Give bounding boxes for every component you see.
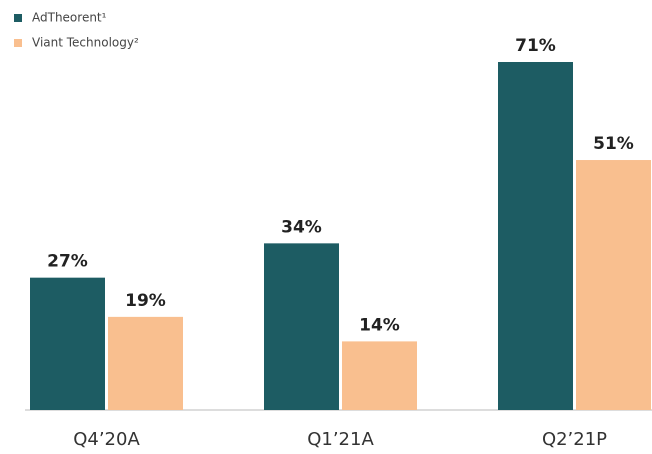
x-tick-label: Q4’20A bbox=[73, 429, 140, 450]
value-label: 14% bbox=[359, 315, 400, 335]
value-label: 27% bbox=[47, 252, 88, 272]
legend-label: Viant Technology² bbox=[32, 36, 139, 50]
bar bbox=[576, 160, 651, 410]
bar bbox=[30, 277, 105, 410]
value-label: 19% bbox=[125, 291, 166, 311]
bar bbox=[342, 341, 417, 410]
value-label: 34% bbox=[281, 217, 322, 237]
bar bbox=[108, 316, 183, 410]
x-tick-label: Q1’21A bbox=[307, 429, 374, 450]
bar bbox=[498, 62, 573, 410]
value-label: 51% bbox=[593, 134, 634, 154]
value-label: 71% bbox=[515, 36, 556, 56]
legend-label: AdTheorent¹ bbox=[32, 11, 107, 25]
legend-swatch bbox=[14, 39, 22, 47]
bar bbox=[264, 243, 339, 410]
x-tick-label: Q2’21P bbox=[542, 429, 607, 450]
legend-swatch bbox=[14, 14, 22, 22]
